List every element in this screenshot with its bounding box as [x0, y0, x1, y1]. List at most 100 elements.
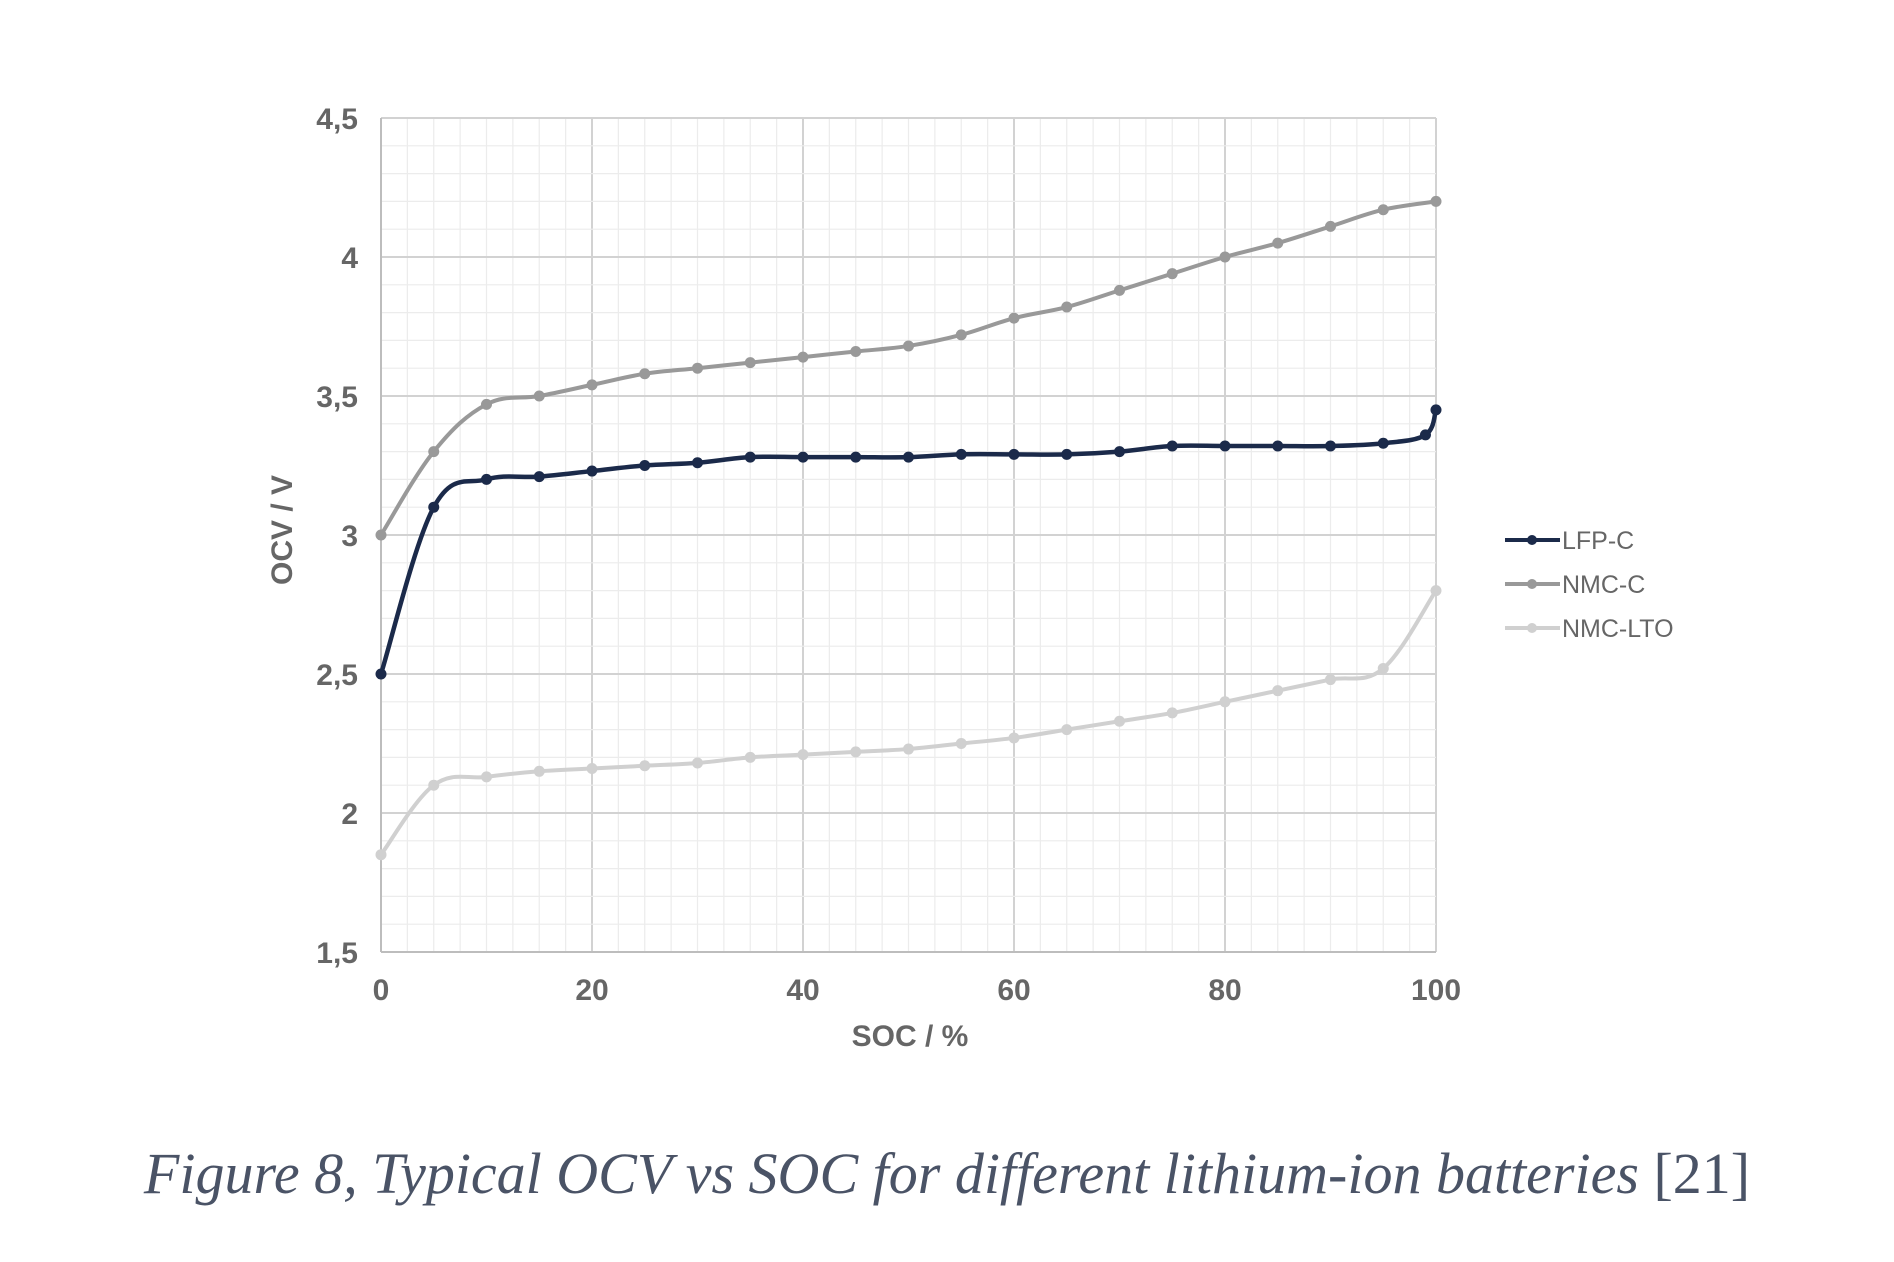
- data-point-nmc-lto: [744, 751, 756, 763]
- legend-marker-lfp-c: [1527, 535, 1537, 545]
- data-point-nmc-lto: [1061, 724, 1073, 736]
- data-point-lfp-c: [586, 465, 598, 477]
- caption-reference: [21]: [1653, 1141, 1751, 1206]
- data-point-lfp-c: [375, 668, 387, 680]
- data-point-nmc-c: [428, 446, 440, 458]
- data-point-nmc-lto: [1114, 715, 1125, 727]
- data-point-nmc-lto: [375, 849, 387, 861]
- data-point-nmc-lto: [1272, 685, 1284, 697]
- y-axis-title: OCV / V: [266, 475, 299, 585]
- series-lfp-c: [375, 404, 1442, 680]
- legend-item-nmc-lto: NMC-LTO: [1505, 615, 1674, 643]
- data-point-nmc-c: [1061, 301, 1073, 313]
- data-point-nmc-c: [481, 398, 492, 410]
- data-point-nmc-lto: [1008, 732, 1020, 744]
- legend-marker-nmc-c: [1527, 579, 1537, 589]
- data-point-nmc-lto: [1166, 707, 1178, 719]
- data-point-nmc-c: [639, 368, 651, 380]
- data-point-nmc-c: [1377, 204, 1389, 216]
- y-axis-ticks: 1,5 2 2,5 3 3,5 4 4,5: [316, 103, 358, 970]
- legend-item-nmc-c: NMC-C: [1505, 571, 1645, 599]
- data-point-lfp-c: [428, 501, 440, 513]
- data-point-nmc-lto: [533, 765, 545, 777]
- data-point-nmc-lto: [903, 743, 914, 755]
- data-point-nmc-lto: [639, 760, 651, 772]
- data-point-nmc-lto: [955, 738, 967, 749]
- y-tick-label: 2,5: [316, 659, 358, 692]
- legend-marker-nmc-lto: [1527, 623, 1537, 633]
- data-point-nmc-lto: [586, 763, 598, 775]
- data-point-lfp-c: [850, 451, 862, 463]
- data-point-lfp-c: [481, 473, 492, 485]
- data-point-lfp-c: [1419, 429, 1431, 441]
- data-point-nmc-lto: [1377, 662, 1389, 674]
- series-nmc-lto: [375, 585, 1442, 861]
- y-tick-label: 2: [341, 798, 358, 831]
- data-point-nmc-lto: [850, 746, 862, 758]
- figure-caption: Figure 8, Typical OCV vs SOC for differe…: [0, 1140, 1894, 1207]
- data-point-nmc-c: [375, 529, 387, 541]
- data-point-nmc-c: [955, 329, 967, 341]
- legend-item-lfp-c: LFP-C: [1505, 527, 1634, 555]
- data-point-nmc-c: [1166, 268, 1178, 280]
- y-tick-label: 3,5: [316, 381, 358, 414]
- data-point-lfp-c: [1008, 448, 1020, 460]
- x-tick-label: 60: [997, 974, 1030, 1007]
- data-point-nmc-c: [533, 390, 545, 402]
- legend: LFP-C NMC-C NMC-LTO: [1505, 527, 1674, 643]
- data-point-lfp-c: [1272, 440, 1284, 452]
- x-tick-label: 40: [786, 974, 819, 1007]
- data-point-lfp-c: [533, 471, 545, 483]
- x-tick-label: 80: [1208, 974, 1241, 1007]
- x-axis-title: SOC / %: [852, 1020, 969, 1053]
- legend-label-lfp-c: LFP-C: [1562, 527, 1634, 555]
- data-point-nmc-lto: [1325, 674, 1336, 686]
- caption-text: Figure 8, Typical OCV vs SOC for differe…: [143, 1141, 1639, 1206]
- y-tick-label: 3: [341, 520, 358, 553]
- data-point-nmc-c: [797, 351, 809, 363]
- data-point-nmc-lto: [692, 757, 703, 769]
- data-point-nmc-c: [692, 362, 703, 374]
- data-point-lfp-c: [1377, 437, 1389, 449]
- series-nmc-c: [375, 195, 1442, 541]
- data-point-lfp-c: [639, 460, 651, 471]
- data-point-lfp-c: [1166, 440, 1178, 452]
- data-point-lfp-c: [744, 451, 756, 463]
- series: [375, 195, 1442, 861]
- data-point-lfp-c: [1219, 440, 1231, 452]
- data-point-nmc-c: [1430, 195, 1442, 207]
- data-point-nmc-lto: [1430, 585, 1442, 597]
- data-point-lfp-c: [1114, 446, 1125, 458]
- legend-label-nmc-c: NMC-C: [1562, 571, 1645, 599]
- data-point-nmc-c: [903, 340, 914, 352]
- x-axis-ticks: 0 20 40 60 80 100: [373, 974, 1461, 1007]
- x-tick-label: 100: [1411, 974, 1461, 1007]
- data-point-nmc-lto: [1219, 696, 1231, 708]
- x-tick-label: 20: [575, 974, 608, 1007]
- data-point-nmc-c: [1008, 312, 1020, 324]
- data-point-lfp-c: [955, 448, 967, 460]
- data-point-nmc-lto: [428, 779, 440, 791]
- data-point-nmc-c: [850, 346, 862, 358]
- data-point-nmc-c: [1219, 251, 1231, 263]
- y-tick-label: 4: [341, 242, 358, 275]
- data-point-nmc-c: [1272, 237, 1284, 249]
- data-point-nmc-c: [1114, 284, 1125, 296]
- data-point-nmc-c: [586, 379, 598, 391]
- data-point-nmc-lto: [481, 771, 492, 783]
- data-point-lfp-c: [1325, 440, 1336, 452]
- grid: [380, 117, 1437, 953]
- data-point-nmc-lto: [797, 749, 809, 761]
- y-tick-label: 1,5: [316, 937, 358, 970]
- data-point-lfp-c: [692, 457, 703, 469]
- y-tick-label: 4,5: [316, 103, 358, 136]
- data-point-lfp-c: [903, 451, 914, 463]
- legend-label-nmc-lto: NMC-LTO: [1562, 615, 1674, 643]
- data-point-nmc-c: [744, 357, 756, 369]
- data-point-nmc-c: [1325, 220, 1336, 232]
- data-point-lfp-c: [1061, 448, 1073, 460]
- data-point-lfp-c: [1430, 404, 1442, 416]
- data-point-lfp-c: [797, 451, 809, 463]
- x-tick-label: 0: [373, 974, 390, 1007]
